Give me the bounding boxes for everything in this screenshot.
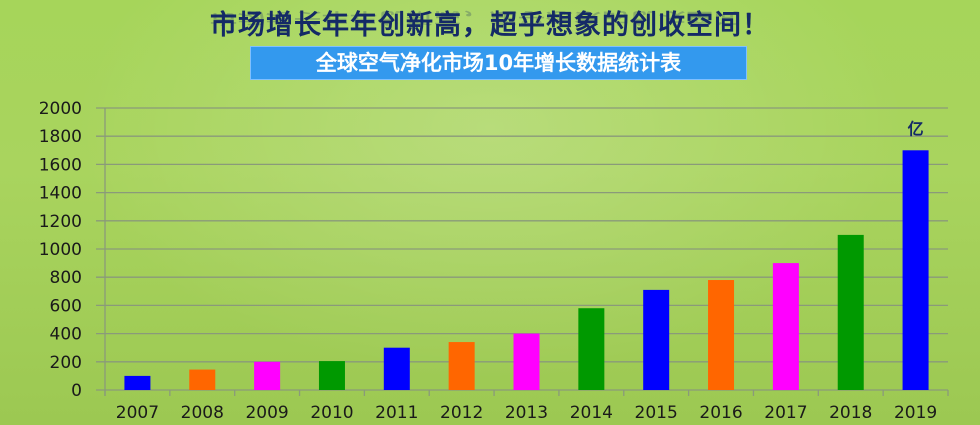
y-tick-label: 2000 (39, 99, 82, 119)
x-tick-label: 2017 (764, 403, 807, 423)
y-tick-label: 0 (71, 381, 82, 401)
x-tick-label: 2010 (310, 403, 353, 423)
x-tick-label: 2018 (829, 403, 872, 423)
x-tick-label: 2008 (181, 403, 224, 423)
y-tick-label: 1400 (39, 184, 82, 204)
x-tick-label: 2012 (440, 403, 483, 423)
chart-title-banner: 全球空气净化市场10年增长数据统计表 (250, 46, 747, 80)
bar-2011 (383, 347, 410, 390)
y-tick-label: 1200 (39, 212, 82, 232)
bar-2012 (448, 342, 475, 390)
bar-2010 (318, 361, 345, 390)
x-tick-label: 2011 (375, 403, 418, 423)
bar-2014 (578, 308, 605, 390)
bar-2017 (772, 263, 799, 390)
x-tick-label: 2019 (894, 403, 937, 423)
x-tick-label: 2009 (245, 403, 288, 423)
bar-2019 (902, 150, 929, 390)
bar-2018 (837, 234, 864, 390)
y-tick-label: 1000 (39, 240, 82, 260)
bar-2009 (254, 361, 281, 390)
x-tick-label: 2015 (635, 403, 678, 423)
x-tick-label: 2013 (505, 403, 548, 423)
y-tick-label: 400 (50, 325, 82, 345)
bar-2008 (189, 369, 216, 390)
x-tick-label: 2007 (116, 403, 159, 423)
y-tick-label: 1800 (39, 127, 82, 147)
bar-2007 (124, 375, 151, 390)
x-tick-label: 2014 (570, 403, 613, 423)
y-tick-label: 600 (50, 296, 82, 316)
bar-2015 (643, 289, 670, 390)
y-tick-label: 1600 (39, 155, 82, 175)
y-tick-label: 200 (50, 353, 82, 373)
bar-2016 (708, 280, 735, 390)
bar-2013 (513, 333, 540, 390)
x-tick-label: 2016 (699, 403, 742, 423)
y-tick-label: 800 (50, 268, 82, 288)
headline: 市场增长年年创新高，超乎想象的创收空间！ (210, 10, 770, 41)
unit-label: 亿 (908, 119, 924, 138)
